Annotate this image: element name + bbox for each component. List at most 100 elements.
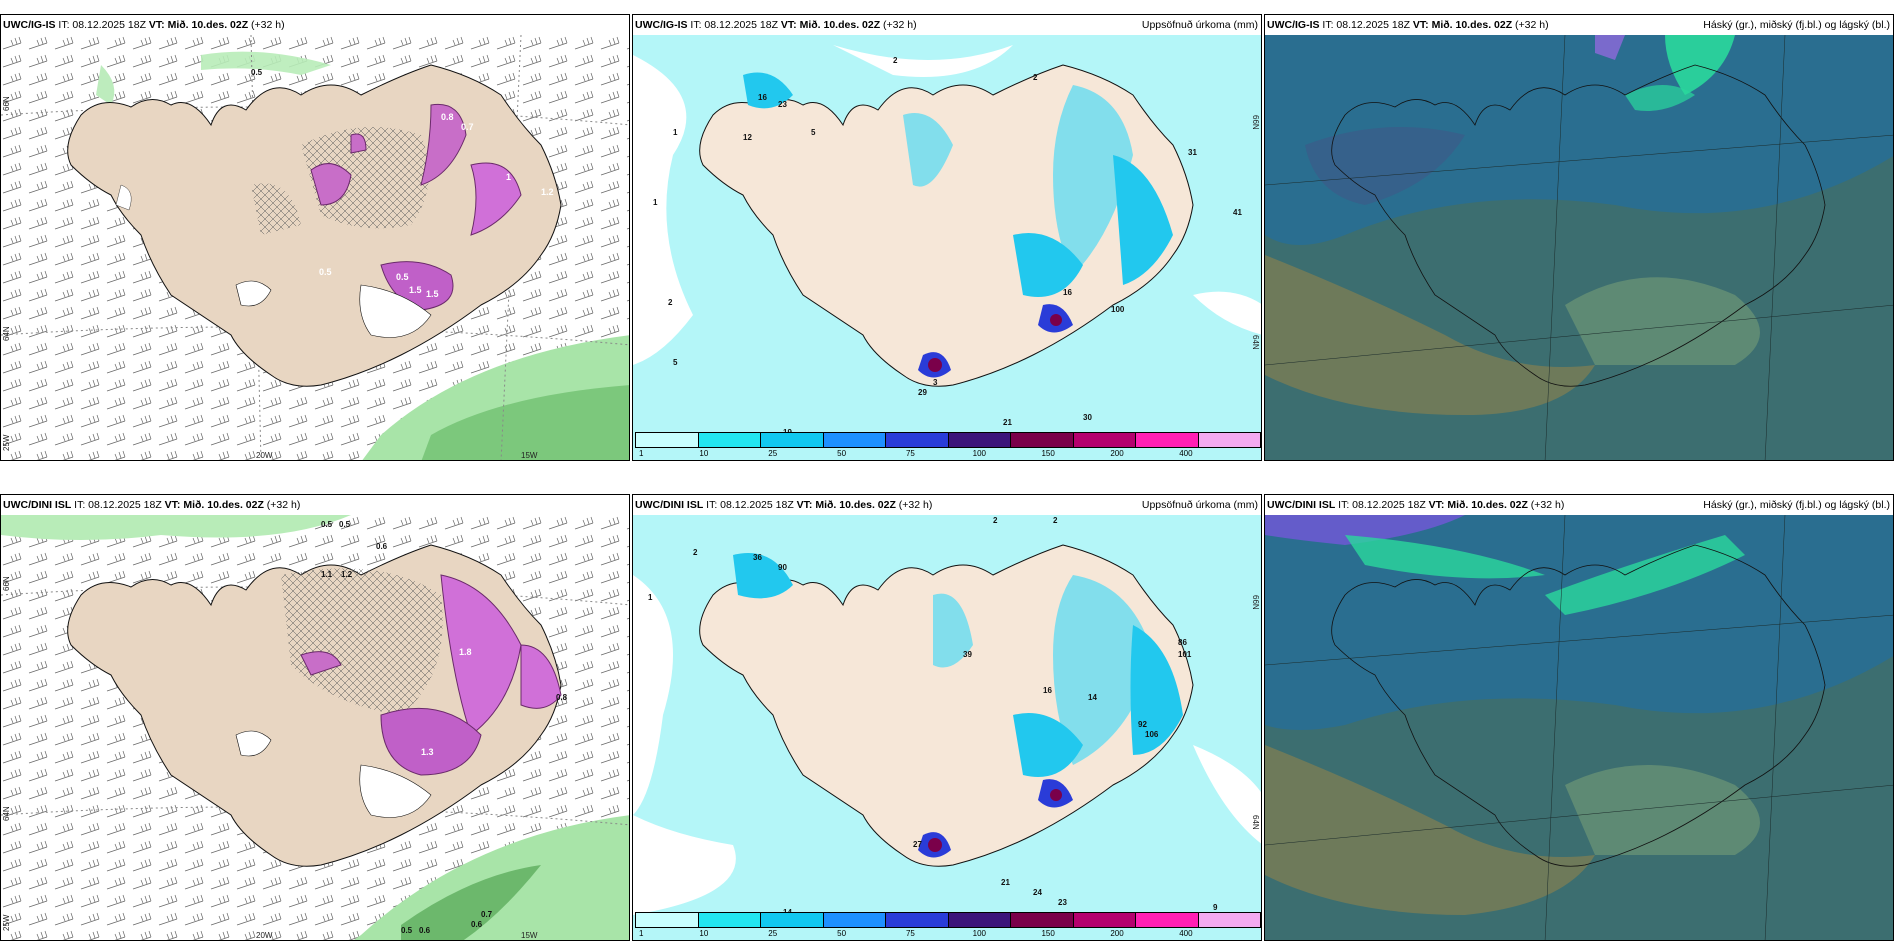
panel-subtitle: Háský (gr.), miðský (fj.bl.) og lágský (… <box>1703 19 1890 31</box>
vt-label: VT: <box>780 19 797 31</box>
cb-tick: 10 <box>699 449 709 458</box>
cb-tick: 75 <box>905 449 915 458</box>
precip-map[interactable]: 2 2 2 1 36 90 39 16 14 86 101 92 106 27 … <box>633 515 1261 940</box>
cb-tick: 200 <box>1110 449 1124 458</box>
panel-title: UWC/IG-IS IT: 08.12.2025 18Z VT: Mið. 10… <box>1 15 629 35</box>
cb-swatch <box>761 433 824 447</box>
lead-time: (+32 h) <box>898 499 933 511</box>
lon-label-15w: 15W <box>521 451 538 460</box>
panel-title: UWC/IG-IS IT: 08.12.2025 18Z VT: Mið. 10… <box>1265 15 1893 35</box>
wind-label: 0.6 <box>376 542 388 551</box>
lead-time: (+32 h) <box>883 19 917 31</box>
wind-map[interactable]: 0.5 0.5 0.6 1.1 1.2 1.8 1.3 0.8 0.7 0.6 … <box>1 515 629 940</box>
precip-label: 31 <box>1188 148 1197 157</box>
precip-colorbar: 1 10 25 50 75 100 150 200 400 <box>635 912 1261 938</box>
issue-time: IT: 08.12.2025 18Z <box>58 19 146 31</box>
panel-cloud-top: UWC/IG-IS IT: 08.12.2025 18Z VT: Mið. 10… <box>1264 14 1894 461</box>
panel-subtitle: Uppsöfnuð úrkoma (mm) <box>1141 19 1258 31</box>
precip-label: 36 <box>753 553 762 562</box>
cloud-map[interactable] <box>1265 35 1893 460</box>
precip-label: 9 <box>1213 903 1218 912</box>
colorbar-swatches <box>635 432 1261 448</box>
issue-time: IT: 08.12.2025 18Z <box>1338 499 1426 511</box>
valid-time: Mið. 10.des. 02Z <box>815 499 896 511</box>
panel-wind-top: UWC/IG-IS IT: 08.12.2025 18Z VT: Mið. 10… <box>0 14 630 461</box>
precip-label: 27 <box>913 840 922 849</box>
wind-label: 0.6 <box>471 920 483 929</box>
cb-swatch <box>1136 433 1199 447</box>
lead-time: (+32 h) <box>266 499 301 511</box>
vt-label: VT: <box>148 19 165 31</box>
precip-label: 90 <box>778 563 787 572</box>
cloud-map[interactable] <box>1265 515 1893 940</box>
valid-time: Mið. 10.des. 02Z <box>167 19 249 31</box>
precip-label: 92 <box>1138 720 1147 729</box>
lead-time: (+32 h) <box>251 19 285 31</box>
valid-time: Mið. 10.des. 02Z <box>183 499 264 511</box>
lat-label-64n: 64N <box>1251 335 1260 350</box>
cb-tick: 1 <box>639 449 644 458</box>
precip-label: 100 <box>1111 305 1125 314</box>
cb-tick: 25 <box>768 929 778 938</box>
wind-label: 0.5 <box>396 272 409 282</box>
cb-tick: 100 <box>972 929 986 938</box>
wind-label: 1.5 <box>409 285 422 295</box>
lat-label-25w: 25W <box>2 434 11 451</box>
lead-time: (+32 h) <box>1515 19 1549 31</box>
cb-tick: 400 <box>1179 449 1193 458</box>
wind-label: 1 <box>506 172 511 182</box>
cb-swatch <box>823 433 886 447</box>
precip-label: 30 <box>1083 413 1092 422</box>
precip-label: 2 <box>893 56 898 65</box>
precip-label: 14 <box>1088 693 1097 702</box>
wind-label: 0.8 <box>556 693 568 702</box>
wind-label: 1.1 <box>321 570 333 579</box>
cb-swatch <box>886 913 949 927</box>
precip-label: 21 <box>1001 878 1010 887</box>
cb-swatch <box>761 913 824 927</box>
precip-label: 2 <box>1033 73 1038 82</box>
issue-time: IT: 08.12.2025 18Z <box>1322 19 1410 31</box>
valid-time: Mið. 10.des. 02Z <box>799 19 881 31</box>
precip-label: 5 <box>811 128 816 137</box>
lon-label-15w: 15W <box>521 931 538 940</box>
valid-time: Mið. 10.des. 02Z <box>1431 19 1513 31</box>
cb-swatch <box>698 913 761 927</box>
precip-label: 1 <box>653 198 658 207</box>
cb-tick: 150 <box>1041 929 1055 938</box>
wind-label: 1.8 <box>459 647 472 657</box>
precip-label: 16 <box>1043 686 1052 695</box>
wind-label: 1.2 <box>541 187 554 197</box>
cb-tick: 75 <box>905 929 915 938</box>
precip-label: 23 <box>1058 898 1067 907</box>
wind-label: 0.7 <box>481 910 493 919</box>
cb-tick: 400 <box>1179 929 1193 938</box>
panel-title: UWC/DINI ISL IT: 08.12.2025 18Z VT: Mið.… <box>1 495 629 515</box>
cb-swatch <box>1136 913 1199 927</box>
wind-map[interactable]: 0.5 0.8 0.7 1 0.5 1.5 1.5 1.2 0.5 66N 64… <box>1 35 629 460</box>
precip-label: 3 <box>933 378 938 387</box>
panel-title: UWC/IG-IS IT: 08.12.2025 18Z VT: Mið. 10… <box>633 15 1261 35</box>
cb-swatch <box>636 913 699 927</box>
cb-swatch <box>1198 433 1260 447</box>
precip-label: 5 <box>673 358 678 367</box>
panel-title: UWC/DINI ISL IT: 08.12.2025 18Z VT: Mið.… <box>633 495 1261 515</box>
cb-swatch <box>886 433 949 447</box>
cb-tick: 1 <box>639 929 644 938</box>
issue-time: IT: 08.12.2025 18Z <box>74 499 162 511</box>
valid-time: Mið. 10.des. 02Z <box>1447 499 1528 511</box>
model-name: UWC/IG-IS <box>635 19 688 31</box>
cb-swatch <box>1198 913 1260 927</box>
lead-time: (+32 h) <box>1530 499 1565 511</box>
model-name: UWC/DINI ISL <box>3 499 72 511</box>
vt-label: VT: <box>1428 499 1445 511</box>
cb-swatch <box>1011 433 1074 447</box>
precip-label: 106 <box>1145 730 1159 739</box>
precip-label: 23 <box>778 100 787 109</box>
precip-map[interactable]: 2 2 1 16 23 5 12 1 2 5 3 29 16 100 41 31… <box>633 35 1261 460</box>
panel-cloud-bottom: UWC/DINI ISL IT: 08.12.2025 18Z VT: Mið.… <box>1264 494 1894 941</box>
lat-label-66n: 66N <box>1251 595 1260 610</box>
cb-swatch <box>823 913 886 927</box>
cb-tick: 200 <box>1110 929 1124 938</box>
wind-label: 0.6 <box>419 926 431 935</box>
